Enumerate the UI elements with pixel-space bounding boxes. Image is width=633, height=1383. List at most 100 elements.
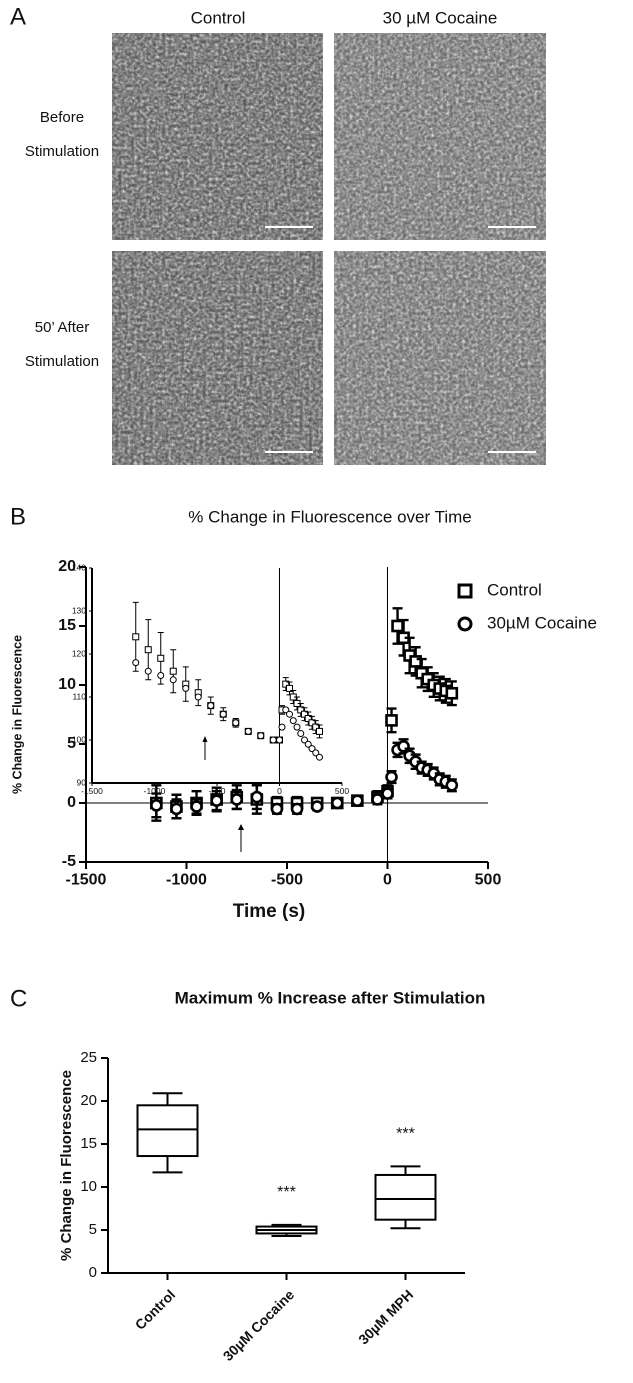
marker [293,723,301,731]
chart-title: % Change in Fluorescence over Time [188,507,471,526]
column-header: Control [191,8,246,27]
marker [190,800,203,813]
legend-label: Control [487,580,542,599]
marker [312,749,320,757]
x-tick-label: 0 [277,786,282,796]
y-tick-label: 10 [80,1178,97,1195]
marker [232,719,240,727]
y-tick-label: 140 [72,562,86,572]
marker [157,654,165,662]
marker [297,730,305,738]
marker [257,732,265,740]
panel-label: A [10,3,26,30]
marker [391,619,404,633]
marker [270,802,284,816]
y-tick-label: 130 [72,605,86,615]
marker [170,802,183,816]
legend-label: 30µM Cocaine [487,613,597,632]
marker [301,736,308,744]
whisker [390,1219,421,1230]
marker [282,706,290,714]
marker [276,736,283,744]
annotation: *** [277,1184,296,1201]
marker [286,710,293,718]
arrow-head [238,824,244,830]
y-tick-label: 15 [58,617,76,634]
marker [445,686,459,700]
marker [210,794,223,807]
x-tick-label: 30µM MPH [355,1286,416,1347]
x-tick-label: -500 [271,871,303,888]
whisker [152,1156,183,1174]
marker [290,802,304,816]
marker [150,799,163,812]
whisker [390,1165,421,1175]
marker [304,715,312,722]
micrograph [112,251,323,465]
marker [297,706,305,714]
x-tick-label: -1500 [66,871,107,888]
marker [207,702,215,710]
marker [385,714,398,727]
marker [144,667,152,675]
row-label: Stimulation [25,353,99,370]
row-label: 50’ After [35,319,89,336]
marker [385,770,398,784]
marker [269,736,277,744]
marker [351,794,364,807]
x-tick-label: 30µM Cocaine [220,1286,298,1364]
marker [278,723,286,731]
marker [286,684,293,692]
marker [230,793,244,806]
y-tick-label: 0 [67,794,76,811]
chart-title: Maximum % Increase after Stimulation [175,988,486,1007]
row-label: Before [40,109,84,126]
marker [132,659,140,667]
x-tick-label: -1500 [81,786,103,796]
micrograph [334,33,546,240]
x-tick-label: 500 [335,786,349,796]
y-tick-label: 90 [77,777,87,787]
y-axis-label: % Change in Fluorescence [10,635,24,794]
row-label: Stimulation [25,143,99,160]
box [374,1173,437,1221]
marker [132,633,140,641]
marker [169,667,177,675]
y-tick-label: 20 [58,558,76,575]
marker [316,727,323,735]
box [136,1104,199,1158]
marker [445,778,459,792]
y-tick-label: 0 [89,1264,97,1281]
y-tick-label: 20 [80,1092,97,1109]
panel-label: C [10,985,27,1012]
marker [316,753,323,761]
marker [304,740,312,748]
marker [312,723,320,731]
marker [371,793,384,806]
marker [169,676,177,684]
marker [381,787,394,800]
marker [301,710,308,718]
y-tick-label: 5 [67,735,76,752]
column-header: 30 µM Cocaine [383,8,498,27]
y-tick-label: -5 [62,853,76,870]
annotation: *** [396,1126,415,1143]
marker [250,790,264,804]
marker [219,710,227,718]
arrow-head [202,736,208,742]
x-tick-label: 0 [383,871,392,888]
legend-marker [457,583,473,599]
x-tick-label: -1000 [144,786,166,796]
marker [310,800,324,813]
whisker [152,1092,183,1106]
marker [194,693,202,701]
y-tick-label: 120 [72,648,86,658]
x-tick-label: -500 [208,786,225,796]
marker [308,745,316,753]
marker [289,717,297,725]
marker [182,684,190,692]
y-tick-label: 25 [80,1049,97,1066]
marker [282,680,290,688]
y-tick-label: 15 [80,1135,97,1152]
